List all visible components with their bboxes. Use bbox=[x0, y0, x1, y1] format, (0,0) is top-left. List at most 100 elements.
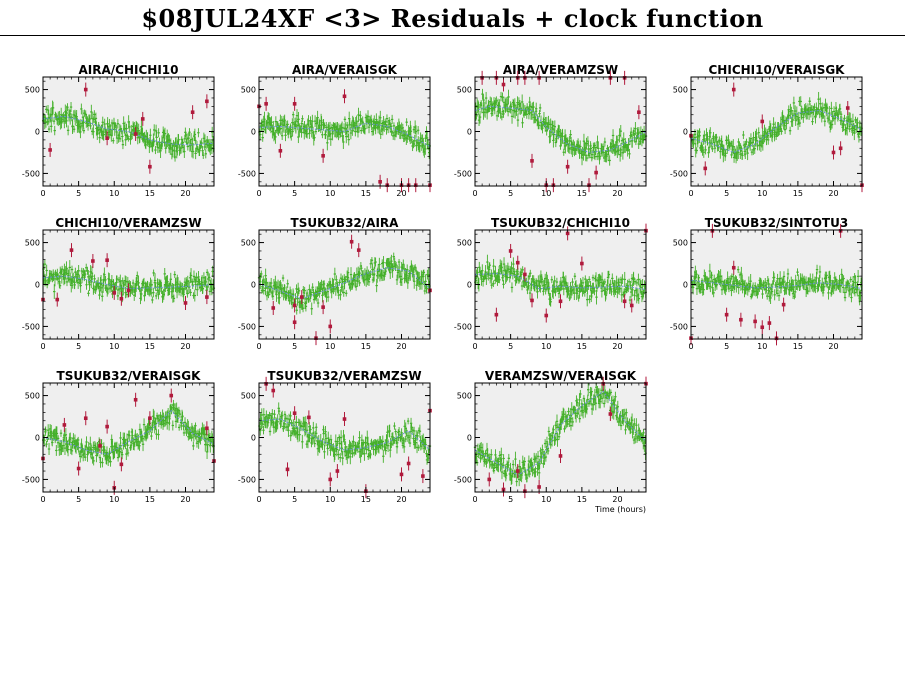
x-tick-label: 5 bbox=[292, 189, 297, 198]
x-tick-label: 0 bbox=[472, 189, 477, 198]
flagged-point bbox=[140, 117, 145, 121]
flagged-point bbox=[278, 148, 283, 153]
flagged-point bbox=[739, 317, 743, 322]
flagged-point bbox=[594, 170, 598, 175]
x-tick-label: 0 bbox=[40, 189, 45, 198]
flagged-point bbox=[55, 297, 60, 302]
flagged-point bbox=[530, 159, 534, 163]
flagged-point bbox=[205, 295, 209, 299]
x-tick-label: 0 bbox=[472, 342, 477, 351]
y-tick-label: 500 bbox=[25, 86, 40, 95]
flagged-point bbox=[183, 301, 188, 305]
y-tick-label: 500 bbox=[457, 239, 472, 248]
y-tick-label: 500 bbox=[673, 86, 688, 95]
flagged-point bbox=[767, 321, 772, 325]
page-title: $08JUL24XF <3> Residuals + clock functio… bbox=[141, 4, 764, 33]
clock-function-line bbox=[690, 279, 863, 290]
x-tick-label: 10 bbox=[325, 342, 335, 351]
flagged-point bbox=[731, 265, 736, 270]
clock-function-line bbox=[258, 122, 431, 148]
x-tick-label: 0 bbox=[256, 342, 261, 351]
x-tick-label: 0 bbox=[688, 189, 693, 198]
panel-0: AIRA/CHICHI10 500 0 -500 0 5 10 15 20 bbox=[22, 63, 215, 198]
flagged-point bbox=[558, 299, 563, 304]
panel-title: CHICHI10/VERAISGK bbox=[709, 63, 846, 77]
residual-points bbox=[42, 259, 216, 305]
flagged-point bbox=[48, 148, 52, 152]
y-tick-label: -500 bbox=[238, 322, 256, 331]
flagged-point bbox=[378, 180, 382, 184]
flagged-point bbox=[544, 313, 549, 318]
y-tick-label: 0 bbox=[467, 281, 472, 290]
x-tick-label: 20 bbox=[396, 342, 406, 351]
x-tick-label: 15 bbox=[361, 342, 371, 351]
flagged-point bbox=[637, 110, 641, 115]
flagged-point bbox=[760, 325, 765, 330]
flagged-point bbox=[133, 132, 138, 136]
panel-title: AIRA/VERAMZSW bbox=[503, 63, 618, 77]
panel-title: TSUKUB32/CHICHI10 bbox=[491, 216, 630, 230]
x-tick-label: 5 bbox=[508, 342, 513, 351]
flagged-point bbox=[112, 291, 117, 295]
y-tick-label: 500 bbox=[457, 86, 472, 95]
flagged-point bbox=[781, 302, 786, 307]
flagged-point bbox=[264, 102, 268, 106]
y-tick-label: -500 bbox=[22, 322, 40, 331]
clock-function-line bbox=[258, 267, 431, 300]
flagged-point bbox=[105, 258, 109, 262]
flagged-point bbox=[724, 312, 729, 317]
panel-2: AIRA/VERAMZSW 500 0 -500 0 5 10 15 20 bbox=[454, 63, 648, 198]
flagged-point bbox=[328, 324, 333, 329]
panel-title: TSUKUB32/SINTOTU3 bbox=[705, 216, 848, 230]
clock-function-line bbox=[474, 105, 647, 154]
flagged-point bbox=[831, 150, 836, 155]
flagged-point bbox=[91, 259, 95, 263]
flagged-point bbox=[523, 272, 527, 277]
flagged-point bbox=[530, 298, 534, 303]
flagged-point bbox=[838, 146, 843, 151]
flagged-point bbox=[703, 166, 708, 171]
x-tick-label: 20 bbox=[396, 189, 406, 198]
clock-function-line bbox=[42, 275, 215, 290]
y-tick-label: -500 bbox=[454, 322, 472, 331]
panel-title: AIRA/CHICHI10 bbox=[79, 63, 179, 77]
flagged-point bbox=[622, 299, 627, 304]
flagged-point bbox=[845, 106, 850, 110]
panel-6: TSUKUB32/CHICHI10 500 0 -500 0 5 10 15 20 bbox=[454, 216, 648, 351]
flagged-point bbox=[321, 305, 325, 309]
x-tick-label: 5 bbox=[76, 342, 81, 351]
flagged-point bbox=[629, 303, 634, 308]
flagged-point bbox=[190, 110, 195, 115]
flagged-point bbox=[501, 82, 506, 87]
flagged-point bbox=[515, 260, 520, 265]
flagged-point bbox=[299, 295, 304, 299]
flagged-point bbox=[205, 99, 209, 104]
panel-title: TSUKUB32/AIRA bbox=[291, 216, 400, 230]
x-tick-label: 0 bbox=[40, 342, 45, 351]
flagged-point bbox=[565, 231, 570, 236]
panel-title: CHICHI10/VERAMZSW bbox=[55, 216, 201, 230]
flagged-point bbox=[342, 94, 347, 99]
panel-4: CHICHI10/VERAMZSW 500 0 -500 0 5 10 15 20 bbox=[22, 216, 216, 351]
panel-1: AIRA/VERAISGK 500 0 -500 0 5 10 15 20 bbox=[238, 63, 432, 198]
flagged-point bbox=[292, 102, 297, 106]
x-tick-label: 15 bbox=[145, 189, 155, 198]
flagged-point bbox=[69, 248, 74, 252]
y-tick-label: -500 bbox=[238, 169, 256, 178]
x-tick-label: 10 bbox=[109, 342, 119, 351]
x-tick-label: 10 bbox=[109, 189, 119, 198]
x-tick-label: 15 bbox=[145, 342, 155, 351]
panel-3: CHICHI10/VERAISGK 500 0 -500 0 5 10 15 20 bbox=[670, 63, 864, 198]
flagged-point bbox=[119, 296, 124, 301]
x-tick-label: 10 bbox=[541, 342, 551, 351]
flagged-point bbox=[271, 306, 276, 310]
x-tick-label: 15 bbox=[793, 189, 803, 198]
flagged-point bbox=[349, 239, 354, 244]
x-tick-label: 5 bbox=[76, 189, 81, 198]
x-tick-label: 20 bbox=[612, 342, 622, 351]
panel-5: TSUKUB32/AIRA 500 0 -500 0 5 10 15 20 bbox=[238, 216, 432, 351]
x-tick-label: 15 bbox=[577, 189, 587, 198]
flagged-point bbox=[148, 164, 152, 169]
flagged-point bbox=[508, 249, 513, 253]
